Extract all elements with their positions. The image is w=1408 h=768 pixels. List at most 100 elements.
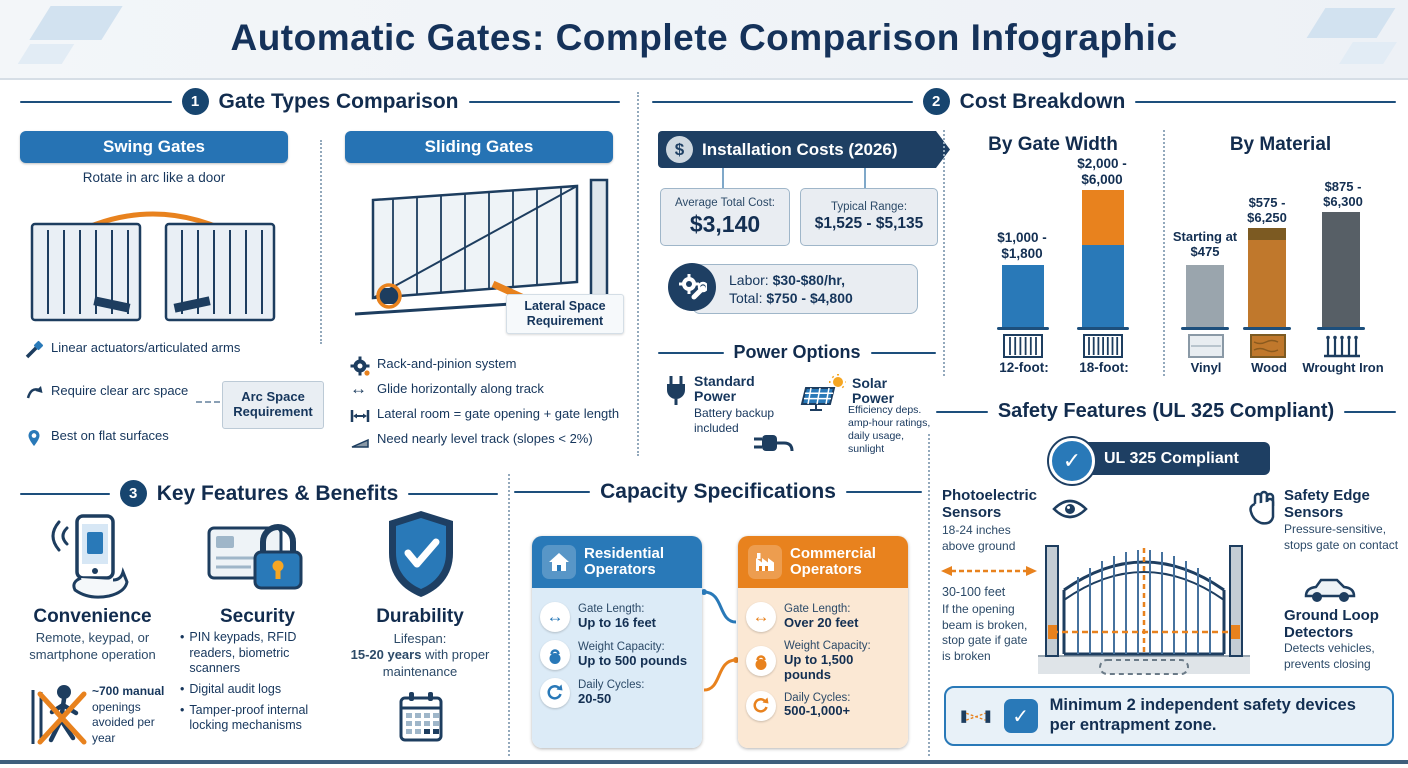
person-crossed-icon [31, 685, 87, 745]
spec-row: Weight Capacity: Up to 500 pounds [540, 640, 694, 670]
standard-power-title: Standard Power [694, 373, 755, 405]
category-vinyl: Vinyl [1190, 360, 1222, 375]
divider [514, 491, 591, 493]
factory-icon [748, 545, 782, 579]
lock-icon [207, 524, 303, 590]
swing-feature: Linear actuators/articulated arms [24, 340, 294, 360]
section-header-cost: 2 Cost Breakdown [652, 88, 1397, 115]
gate-18-foot-icon [1083, 334, 1123, 358]
installation-costs-title: Installation Costs (2026) [702, 139, 898, 159]
divider [1344, 410, 1397, 413]
durability-lifespan-value: 15-20 years with proper maintenance [350, 647, 490, 679]
bar-cap [1248, 228, 1286, 240]
divider [1135, 100, 1397, 103]
cycles-icon [540, 678, 570, 708]
actuator-icon [25, 340, 44, 359]
sensor-pair-icon [961, 710, 991, 723]
security-title: Security [220, 606, 295, 627]
residential-body: ↔ Gate Length: Up to 16 feet Weight Capac… [532, 588, 702, 748]
gate-length-icon: ↔ [746, 602, 776, 632]
security-list: • PIN keypads, RFID readers, biometric sc… [180, 630, 338, 739]
section-title: Cost Breakdown [959, 89, 1126, 113]
gate-length-icon: ↔ [540, 602, 570, 632]
arc-space-callout: Arc Space Requirement [222, 381, 324, 429]
residential-header: Residential Operators [532, 536, 702, 588]
axis-line [997, 327, 1049, 330]
section-title: Capacity Specifications [600, 480, 836, 503]
divider [658, 351, 724, 354]
safety-banner-text: Minimum 2 independent safety devices per… [1049, 696, 1356, 734]
solar-power-title: Solar Power [852, 375, 895, 407]
category-wood: Wood [1251, 360, 1287, 375]
bar-segment-high [1082, 190, 1124, 245]
lateral-space-callout: Lateral Space Requirement [506, 294, 624, 334]
section-title: Safety Features (UL 325 Compliant) [997, 400, 1335, 422]
swing-feature: Best on flat surfaces [24, 428, 224, 448]
ground-loop-title: Ground Loop Detectors [1284, 607, 1379, 642]
divider [652, 100, 913, 103]
list-item: • Digital audit logs [180, 681, 282, 696]
bar-label-wrought-iron: $875 - $6,300 [1323, 179, 1363, 209]
gear-icon [350, 356, 370, 376]
divider [468, 100, 621, 103]
axis-line [1317, 327, 1365, 330]
weight-icon [746, 646, 776, 677]
photoelectric-title: Photoelectric Sensors [942, 487, 1038, 522]
chart-title-material: By Material [1229, 134, 1332, 155]
safety-banner: ✓ Minimum 2 independent safety devices p… [944, 686, 1394, 746]
durability-lifespan-label: Lifespan: [393, 631, 447, 646]
wood-swatch-icon [1250, 334, 1286, 358]
shield-icon [389, 511, 453, 597]
divider [508, 474, 510, 756]
check-circle-icon: ✓ [1049, 438, 1095, 484]
residential-card: Residential Operators ↔ Gate Length: Up t… [532, 536, 702, 748]
category-12-foot: 12-foot: [999, 360, 1049, 375]
divider [943, 130, 945, 376]
axis-line [1181, 327, 1229, 330]
sliding-gate-illustration [354, 178, 609, 324]
photoelectric-note: If the opening beam is broken, stop gate… [942, 602, 1028, 663]
bar-wrought-iron [1322, 212, 1360, 327]
bar-label-wood: $575 - $6,250 [1247, 195, 1287, 225]
swing-gates-illustration [30, 211, 276, 322]
check-square-icon: ✓ [1003, 699, 1038, 733]
category-18-foot: 18-foot: [1079, 360, 1129, 375]
bar-wood [1248, 228, 1286, 327]
divider [320, 140, 322, 344]
photoelectric-desc: 18-24 inches above ground [942, 523, 1016, 553]
wrought-iron-swatch-icon [1324, 335, 1360, 358]
sliding-gates-header: Sliding Gates [345, 131, 613, 163]
typical-range-box: Typical Range: $1,525 - $5,135 [800, 188, 938, 246]
swing-caption: Rotate in arc like a door [82, 170, 226, 185]
bar-label-18-foot: $2,000 - $6,000 [1077, 156, 1127, 187]
smartphone-icon [51, 514, 129, 599]
sliding-feature: Rack-and-pinion system [350, 356, 630, 376]
divider [20, 100, 172, 103]
spec-row: Weight Capacity: Up to 1,500 pounds [746, 640, 900, 683]
sliding-feature: ↔ Glide horizontally along track [350, 379, 544, 398]
bar-vinyl [1186, 265, 1224, 327]
calendar-icon [399, 692, 443, 742]
connector [864, 168, 866, 188]
car-icon [1304, 578, 1356, 602]
gate-12-foot-icon [1003, 334, 1043, 358]
section-title: Gate Types Comparison [218, 89, 459, 113]
card-connector [702, 589, 738, 692]
commercial-body: ↔ Gate Length: Over 20 feet Weight Capaci… [738, 588, 908, 748]
sliding-feature: Need nearly level track (slopes < 2%) [350, 431, 630, 451]
bar-18-foot [1082, 190, 1124, 327]
power-cord-icon [754, 435, 794, 452]
divider [936, 410, 988, 413]
span-arrow-icon [350, 410, 370, 422]
dollar-icon: $ [666, 136, 693, 163]
divider [870, 351, 937, 354]
section-number-badge: 1 [181, 88, 209, 115]
connector [196, 401, 220, 403]
divider [845, 491, 922, 493]
divider [928, 434, 930, 756]
safety-edge-title: Safety Edge Sensors [1284, 487, 1370, 522]
horizontal-arrow-icon: ↔ [350, 379, 367, 398]
vinyl-swatch-icon [1188, 334, 1224, 358]
axis-line [1077, 327, 1129, 330]
